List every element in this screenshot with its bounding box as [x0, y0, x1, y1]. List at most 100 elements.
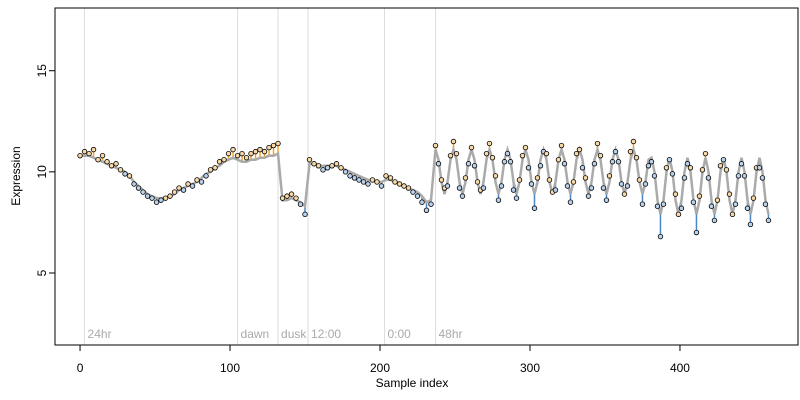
point	[474, 179, 481, 185]
point	[149, 195, 155, 201]
point	[396, 181, 403, 187]
point	[726, 191, 733, 197]
point	[351, 175, 358, 181]
point	[687, 165, 694, 171]
point	[365, 181, 371, 187]
point	[705, 175, 712, 181]
point	[248, 150, 254, 157]
point	[561, 161, 568, 167]
point	[356, 177, 362, 183]
point	[594, 140, 601, 147]
x-tick-label: 400	[670, 361, 690, 375]
point	[279, 195, 286, 201]
point	[320, 167, 326, 173]
point	[158, 197, 164, 203]
x-tick-label: 200	[370, 361, 390, 375]
point	[90, 146, 97, 153]
point	[117, 167, 124, 173]
marker-label: dawn	[241, 327, 270, 341]
point	[666, 157, 673, 163]
point	[633, 154, 640, 161]
point	[501, 159, 508, 165]
point	[293, 195, 299, 201]
point	[681, 175, 688, 181]
point	[759, 175, 766, 181]
point	[270, 142, 277, 149]
y-tick-label: 5	[35, 269, 49, 276]
x-tick-label: 100	[220, 361, 240, 375]
point	[543, 150, 550, 157]
point	[126, 173, 133, 179]
y-tick-label: 10	[35, 165, 49, 179]
point	[654, 203, 661, 209]
point	[465, 161, 472, 167]
point	[288, 191, 295, 197]
point	[504, 150, 511, 157]
point	[651, 173, 658, 179]
point	[684, 161, 691, 167]
point	[234, 152, 241, 159]
point	[480, 185, 487, 191]
point	[747, 221, 754, 228]
point	[570, 179, 577, 185]
point	[525, 165, 532, 171]
point	[735, 173, 742, 179]
point	[122, 171, 128, 177]
point	[741, 173, 748, 179]
point	[171, 189, 178, 195]
point	[690, 199, 697, 205]
x-tick-label: 0	[77, 361, 84, 375]
point	[738, 161, 745, 167]
marker-label: 0:00	[388, 327, 412, 341]
point	[756, 165, 763, 171]
marker-label: 12:00	[311, 327, 341, 341]
point	[522, 144, 529, 151]
point	[216, 159, 223, 165]
point	[462, 175, 469, 181]
point	[302, 211, 308, 218]
point	[315, 163, 322, 169]
point	[243, 154, 250, 161]
point	[675, 211, 682, 218]
point	[108, 163, 115, 169]
point	[552, 187, 559, 193]
point	[456, 185, 463, 191]
point	[131, 181, 137, 187]
point	[153, 199, 160, 205]
point	[639, 201, 646, 207]
point	[423, 207, 430, 213]
point	[744, 205, 751, 211]
point	[194, 177, 200, 183]
point	[579, 165, 586, 171]
point	[342, 169, 349, 175]
point	[621, 191, 628, 197]
point	[261, 148, 268, 155]
point	[576, 146, 583, 153]
point	[221, 157, 227, 163]
point	[702, 150, 709, 157]
point	[720, 157, 727, 163]
marker-label: dusk	[281, 327, 307, 341]
point	[765, 217, 772, 224]
point	[185, 181, 191, 187]
point	[609, 159, 616, 165]
point	[489, 154, 496, 161]
point	[567, 199, 574, 205]
point	[657, 233, 664, 240]
point	[435, 161, 442, 167]
point	[275, 140, 281, 147]
point	[450, 138, 457, 145]
point	[729, 211, 736, 218]
point	[483, 150, 490, 157]
point	[333, 161, 340, 167]
point	[95, 157, 101, 163]
point	[338, 165, 344, 171]
point	[311, 161, 317, 167]
point	[230, 146, 236, 153]
point	[723, 167, 730, 173]
point	[447, 152, 454, 159]
point	[438, 177, 445, 183]
point	[510, 187, 517, 193]
point	[600, 185, 607, 191]
point	[383, 173, 389, 179]
